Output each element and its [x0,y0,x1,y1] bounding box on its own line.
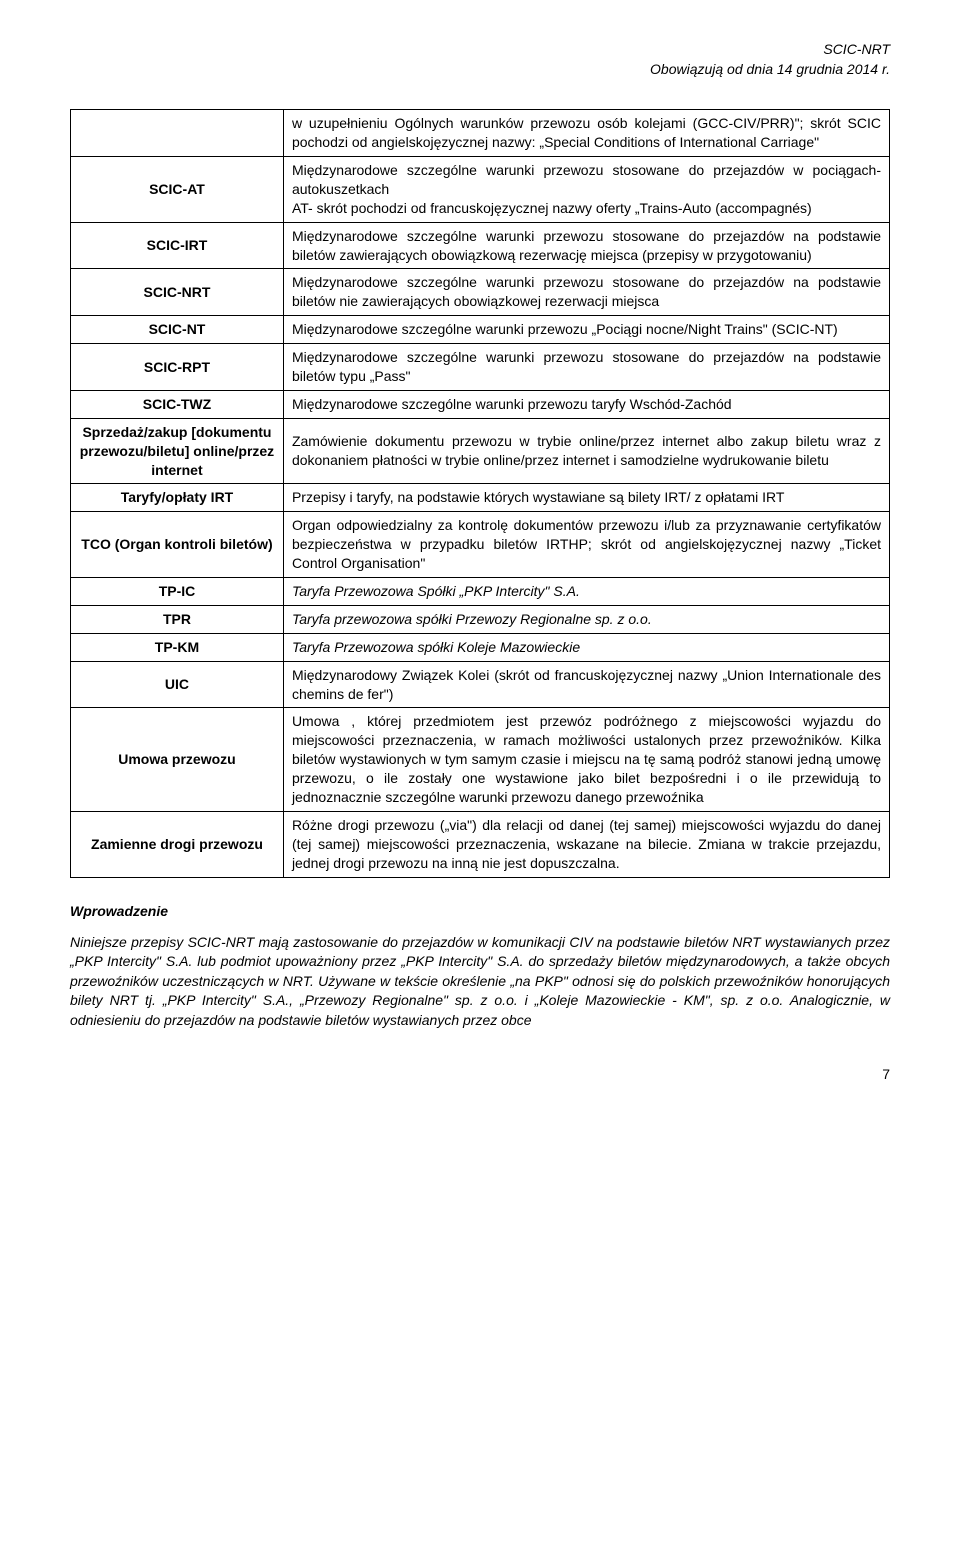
definition-cell: Międzynarodowe szczególne warunki przewo… [283,316,889,344]
definition-cell: Międzynarodowe szczególne warunki przewo… [283,222,889,269]
definition-cell: Taryfa Przewozowa spółki Koleje Mazowiec… [283,633,889,661]
table-row: SCIC-NTMiędzynarodowe szczególne warunki… [71,316,890,344]
table-row: Zamienne drogi przewozuRóżne drogi przew… [71,811,890,877]
definition-cell: Przepisy i taryfy, na podstawie których … [283,484,889,512]
page-number: 7 [70,1066,890,1082]
term-cell: TPR [71,605,284,633]
definition-cell: Umowa , której przedmiotem jest przewóz … [283,708,889,811]
table-row: TP-KMTaryfa Przewozowa spółki Koleje Maz… [71,633,890,661]
definition-cell: Taryfa Przewozowa Spółki „PKP Intercity"… [283,578,889,606]
definition-cell: Różne drogi przewozu („via") dla relacji… [283,811,889,877]
term-cell: SCIC-TWZ [71,390,284,418]
table-row: Sprzedaż/zakup [dokumentu przewozu/bilet… [71,418,890,484]
definition-cell: Organ odpowiedzialny za kontrolę dokumen… [283,512,889,578]
term-cell: SCIC-NRT [71,269,284,316]
page-header: SCIC-NRT Obowiązują od dnia 14 grudnia 2… [70,40,890,79]
term-cell: TCO (Organ kontroli biletów) [71,512,284,578]
table-row: SCIC-TWZMiędzynarodowe szczególne warunk… [71,390,890,418]
table-row: TCO (Organ kontroli biletów)Organ odpowi… [71,512,890,578]
term-cell: Umowa przewozu [71,708,284,811]
term-cell: SCIC-AT [71,156,284,222]
term-cell: Taryfy/opłaty IRT [71,484,284,512]
term-cell: SCIC-IRT [71,222,284,269]
definitions-table: w uzupełnieniu Ogólnych warunków przewoz… [70,109,890,877]
table-row: TP-ICTaryfa Przewozowa Spółki „PKP Inter… [71,578,890,606]
term-cell: UIC [71,661,284,708]
term-cell: Zamienne drogi przewozu [71,811,284,877]
header-line-1: SCIC-NRT [70,40,890,60]
table-row: w uzupełnieniu Ogólnych warunków przewoz… [71,110,890,157]
definition-cell: Międzynarodowe szczególne warunki przewo… [283,344,889,391]
term-cell: SCIC-NT [71,316,284,344]
definition-cell: Taryfa przewozowa spółki Przewozy Region… [283,605,889,633]
term-cell: Sprzedaż/zakup [dokumentu przewozu/bilet… [71,418,284,484]
table-row: Umowa przewozuUmowa , której przedmiotem… [71,708,890,811]
term-cell: TP-IC [71,578,284,606]
term-cell: TP-KM [71,633,284,661]
definition-cell: w uzupełnieniu Ogólnych warunków przewoz… [283,110,889,157]
table-row: SCIC-ATMiędzynarodowe szczególne warunki… [71,156,890,222]
term-cell: SCIC-RPT [71,344,284,391]
definition-cell: Międzynarodowe szczególne warunki przewo… [283,156,889,222]
definition-cell: Zamówienie dokumentu przewozu w trybie o… [283,418,889,484]
table-row: SCIC-IRTMiędzynarodowe szczególne warunk… [71,222,890,269]
intro-body: Niniejsze przepisy SCIC-NRT mają zastoso… [70,933,890,1031]
term-cell [71,110,284,157]
table-row: SCIC-RPTMiędzynarodowe szczególne warunk… [71,344,890,391]
table-row: UICMiędzynarodowy Związek Kolei (skrót o… [71,661,890,708]
definition-cell: Międzynarodowy Związek Kolei (skrót od f… [283,661,889,708]
intro-heading: Wprowadzenie [70,903,890,919]
table-row: SCIC-NRTMiędzynarodowe szczególne warunk… [71,269,890,316]
table-row: TPRTaryfa przewozowa spółki Przewozy Reg… [71,605,890,633]
definition-cell: Międzynarodowe szczególne warunki przewo… [283,269,889,316]
header-line-2: Obowiązują od dnia 14 grudnia 2014 r. [70,60,890,80]
definition-cell: Międzynarodowe szczególne warunki przewo… [283,390,889,418]
table-row: Taryfy/opłaty IRTPrzepisy i taryfy, na p… [71,484,890,512]
